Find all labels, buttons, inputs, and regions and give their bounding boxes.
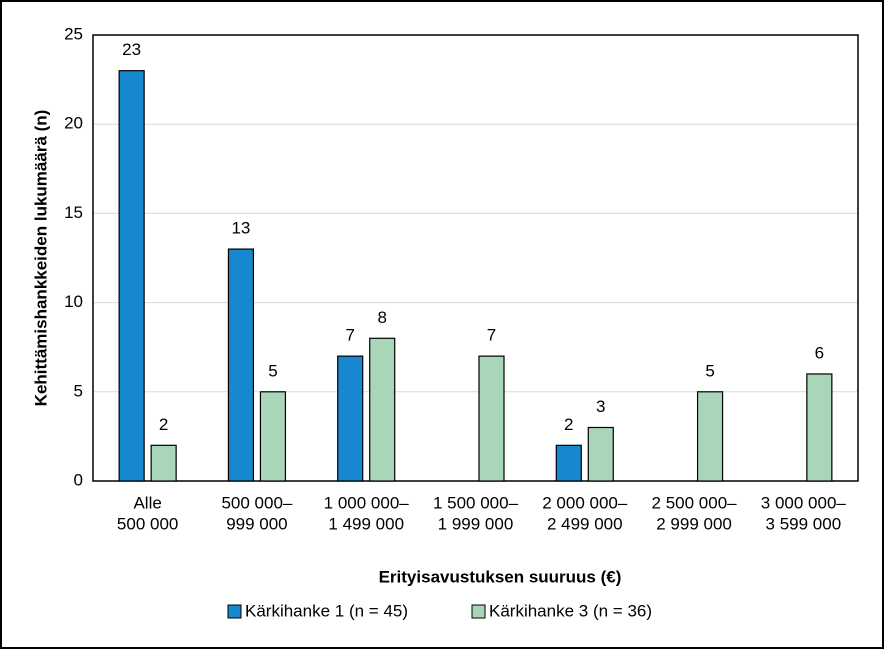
- bar: [555, 444, 582, 482]
- x-tick-label: Alle: [133, 493, 161, 512]
- bar: [227, 248, 255, 482]
- x-tick-label: 2 000 000–: [542, 493, 628, 512]
- x-tick-label: 999 000: [226, 514, 287, 533]
- x-tick-label: 1 499 000: [328, 514, 404, 533]
- data-label: 2: [564, 415, 573, 434]
- x-tick-label: 2 999 000: [656, 514, 732, 533]
- legend-label: Kärkihanke 1 (n = 45): [245, 601, 408, 620]
- plot-border: [92, 34, 859, 482]
- y-tick-label: 20: [64, 114, 83, 133]
- y-tick-label: 10: [64, 292, 83, 311]
- bar: [696, 391, 724, 482]
- x-tick-label: 3 599 000: [766, 514, 842, 533]
- bar: [369, 337, 396, 482]
- x-tick-label: 500 000: [117, 514, 178, 533]
- x-tick-label: 2 499 000: [547, 514, 623, 533]
- x-tick-label: 3 000 000–: [761, 493, 847, 512]
- bar: [806, 373, 833, 482]
- data-label: 2: [159, 415, 168, 434]
- data-label: 8: [377, 308, 386, 327]
- bar: [259, 391, 287, 482]
- data-label: 6: [815, 343, 824, 362]
- bar: [587, 426, 614, 482]
- bar: [118, 70, 145, 482]
- data-label: 7: [345, 326, 354, 345]
- bar: [478, 355, 505, 482]
- bar: [337, 355, 364, 482]
- x-tick-label: 1 000 000–: [324, 493, 410, 512]
- bar: [150, 444, 177, 482]
- x-tick-label: 1 999 000: [438, 514, 514, 533]
- legend-swatch: [471, 604, 486, 619]
- y-tick-label: 5: [74, 381, 83, 400]
- x-tick-label: 1 500 000–: [433, 493, 519, 512]
- y-tick-label: 15: [64, 203, 83, 222]
- y-tick-label: 0: [74, 470, 83, 489]
- data-label: 23: [122, 40, 141, 59]
- x-tick-label: 2 500 000–: [652, 493, 738, 512]
- data-label: 7: [487, 326, 496, 345]
- y-tick-label: 25: [64, 24, 83, 43]
- data-label: 13: [231, 219, 250, 238]
- legend-swatch: [227, 604, 242, 619]
- x-tick-label: 500 000–: [221, 493, 292, 512]
- data-label: 3: [596, 397, 605, 416]
- data-label: 5: [705, 361, 714, 380]
- x-axis-title: Erityisavustuksen suuruus (€): [379, 567, 622, 586]
- legend-label: Kärkihanke 3 (n = 36): [489, 601, 652, 620]
- data-label: 5: [268, 361, 277, 380]
- y-axis-title: Kehittämishankkeiden lukumäärä (n): [31, 110, 50, 407]
